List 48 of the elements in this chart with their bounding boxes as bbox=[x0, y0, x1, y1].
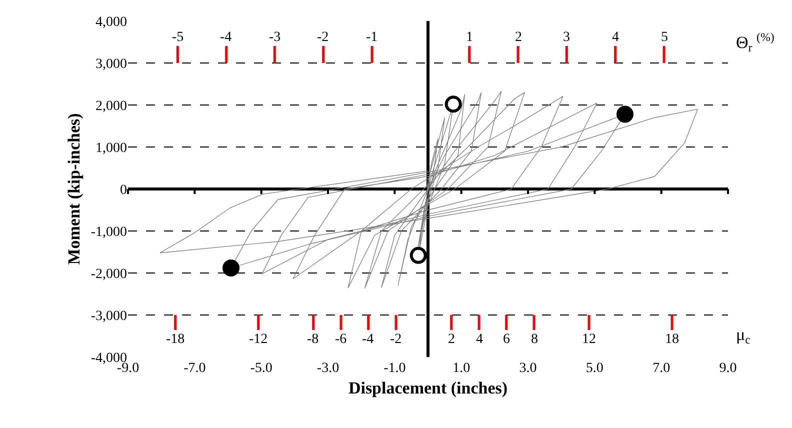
annotation: -5 bbox=[172, 30, 184, 45]
annotation: -6 bbox=[335, 332, 347, 347]
point bbox=[410, 246, 427, 264]
x-tick-label: -9.0 bbox=[116, 361, 140, 376]
annotation: 12 bbox=[582, 332, 596, 347]
y-tick-label: 1,000 bbox=[96, 140, 127, 156]
y-axis-title: Moment (kip-inches) bbox=[64, 113, 84, 265]
y-tick-label: 4,000 bbox=[96, 14, 127, 30]
x-tick-label: 9.0 bbox=[719, 361, 737, 376]
annotation: -8 bbox=[307, 332, 319, 347]
annotation: 4 bbox=[612, 30, 619, 45]
annotation: -3 bbox=[269, 30, 281, 45]
point bbox=[444, 96, 462, 113]
annotation: 1 bbox=[466, 30, 473, 45]
x-tick-label: -7.0 bbox=[184, 361, 206, 376]
annotation: 4 bbox=[476, 332, 483, 347]
point bbox=[616, 106, 634, 123]
text: μ$_{c}$ bbox=[736, 325, 750, 347]
annotation: -4 bbox=[362, 332, 374, 347]
x-tick-label: 1.0 bbox=[452, 361, 470, 376]
x-axis-title: Displacement (inches) bbox=[348, 378, 508, 398]
annotation: -4 bbox=[220, 30, 232, 45]
annotation: 2 bbox=[448, 332, 455, 347]
annotation: 2 bbox=[515, 30, 522, 45]
x-tick-label: -5.0 bbox=[250, 361, 272, 376]
annotation: 18 bbox=[665, 332, 679, 347]
y-tick-label: 3,000 bbox=[96, 56, 127, 72]
annotation: 6 bbox=[503, 332, 510, 347]
y-tick-label: 2,000 bbox=[96, 98, 127, 114]
annotation: -12 bbox=[249, 332, 268, 347]
x-tick-label: 3.0 bbox=[519, 361, 537, 376]
annotation: -2 bbox=[317, 30, 329, 45]
annotation: 5 bbox=[661, 30, 668, 45]
annotation: -1 bbox=[366, 30, 378, 45]
annotation: -18 bbox=[166, 332, 185, 347]
annotation: -2 bbox=[390, 332, 402, 347]
x-tick-label: -3.0 bbox=[316, 361, 340, 376]
y-tick-label: -3,000 bbox=[90, 308, 127, 324]
y-tick-label: -1,000 bbox=[90, 224, 127, 240]
x-tick-label: 5.0 bbox=[586, 361, 604, 376]
point bbox=[222, 259, 240, 276]
annotation: 3 bbox=[563, 30, 570, 45]
x-tick-label: 7.0 bbox=[652, 361, 670, 376]
line-series bbox=[160, 90, 698, 289]
y-tick-label: -2,000 bbox=[90, 266, 127, 282]
y-tick-label: 0 bbox=[120, 182, 127, 198]
annotation: 8 bbox=[531, 332, 538, 347]
x-tick-label: -1.0 bbox=[384, 361, 406, 376]
